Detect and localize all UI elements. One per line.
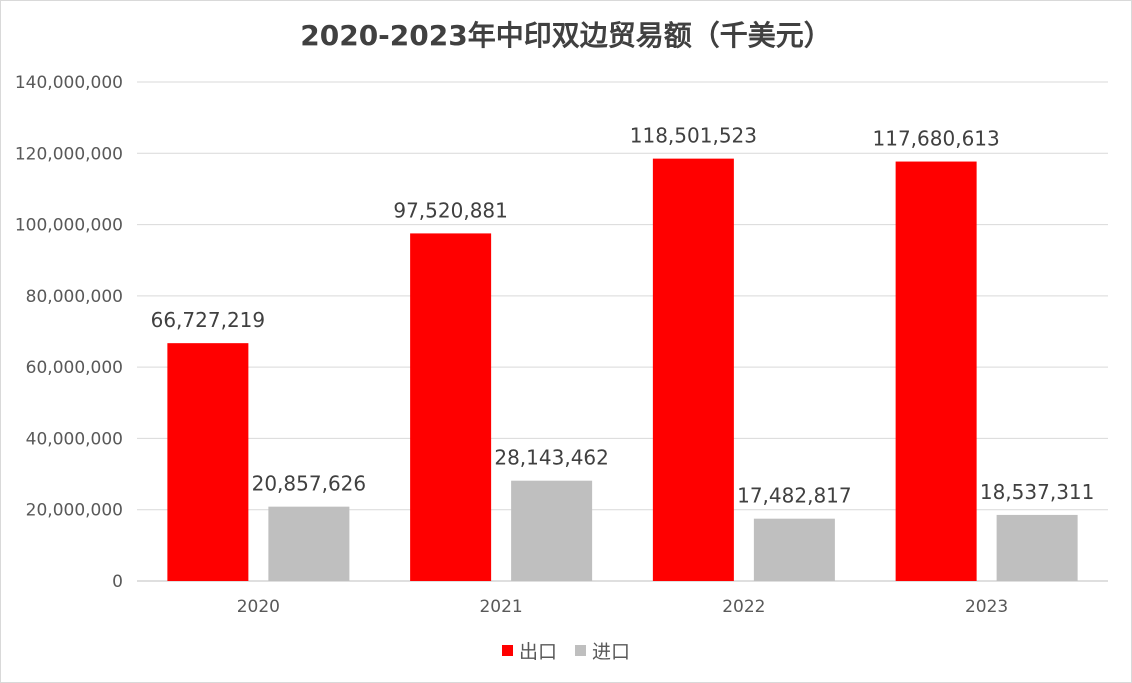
y-tick-label: 60,000,000 bbox=[26, 358, 123, 378]
data-label: 66,727,219 bbox=[151, 308, 266, 332]
x-tick-label: 2023 bbox=[965, 597, 1008, 617]
legend-label-export: 出口 bbox=[518, 641, 557, 663]
y-tick-label: 140,000,000 bbox=[15, 73, 123, 93]
legend: 出口 进口 bbox=[0, 637, 1132, 664]
bar-export bbox=[410, 233, 492, 581]
y-tick-label: 0 bbox=[112, 572, 123, 592]
legend-swatch-export bbox=[501, 645, 513, 656]
y-tick-label: 80,000,000 bbox=[26, 287, 123, 307]
x-tick-label: 2022 bbox=[722, 597, 765, 617]
bar-export bbox=[652, 158, 734, 581]
legend-item-export: 出口 bbox=[501, 637, 557, 664]
y-tick-label: 100,000,000 bbox=[15, 216, 123, 236]
data-label: 118,501,523 bbox=[630, 124, 757, 148]
data-label: 18,537,311 bbox=[980, 480, 1095, 504]
bar-import bbox=[511, 480, 593, 581]
legend-swatch-import bbox=[575, 645, 586, 656]
data-label: 97,520,881 bbox=[393, 198, 508, 222]
data-label: 20,857,626 bbox=[252, 472, 367, 496]
data-label: 17,482,817 bbox=[737, 484, 852, 508]
legend-item-import: 进口 bbox=[575, 637, 630, 664]
bar-export bbox=[167, 343, 249, 581]
bar-import bbox=[753, 518, 835, 581]
y-tick-label: 120,000,000 bbox=[15, 144, 123, 164]
data-label: 28,143,462 bbox=[494, 446, 609, 470]
x-tick-label: 2020 bbox=[237, 597, 280, 617]
x-tick-label: 2021 bbox=[479, 597, 522, 617]
legend-label-import: 进口 bbox=[592, 641, 631, 663]
bar-export bbox=[895, 161, 977, 581]
data-label: 117,680,613 bbox=[873, 127, 1000, 151]
y-tick-label: 40,000,000 bbox=[26, 429, 123, 449]
bar-import bbox=[996, 514, 1078, 581]
chart-title: 2020-2023年中印双边贸易额（千美元） bbox=[300, 19, 832, 52]
bar-import bbox=[268, 506, 350, 581]
y-tick-label: 20,000,000 bbox=[26, 501, 123, 521]
